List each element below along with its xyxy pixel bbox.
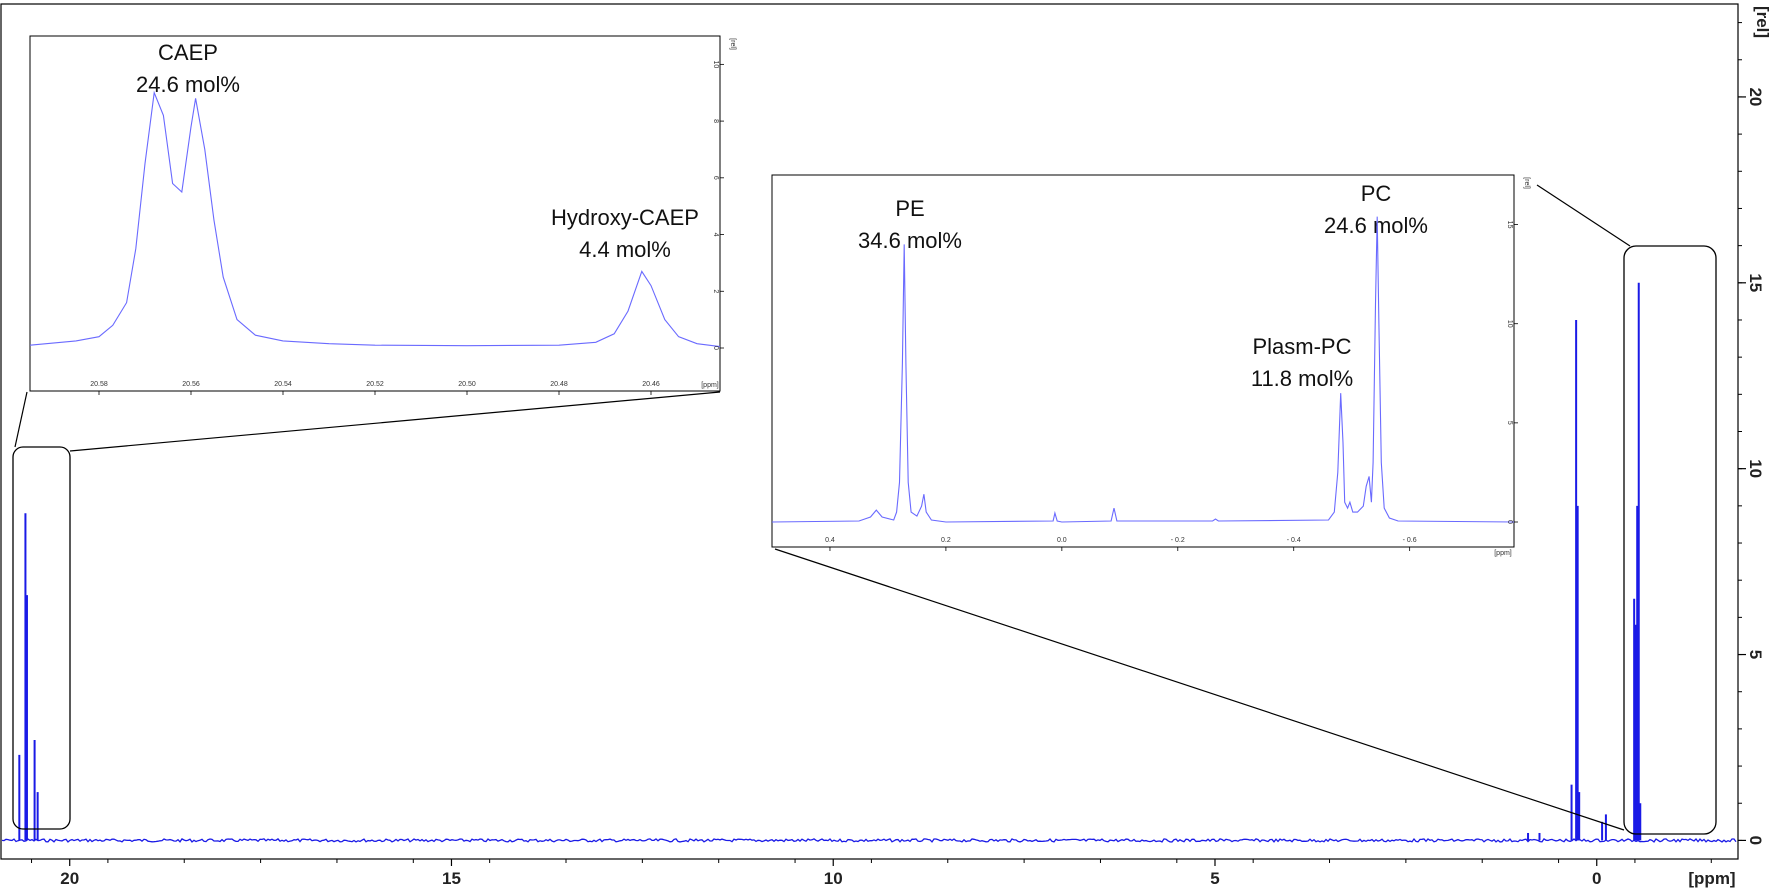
inset-pe-pc-x-tick-label: 0.4 (825, 537, 835, 544)
inset-pe-pc: [rel] [ppm] PE 34.6 mol% PC 24.6 mol% Pl… (771, 174, 1530, 557)
inset-caep-x-tick-label: 20.50 (458, 381, 476, 388)
inset-caep-y-axis-label: [rel] (729, 38, 736, 50)
inset-pe-pc-spectrum-line (771, 216, 1515, 523)
main-x-axis-label: [ppm] (1688, 869, 1735, 888)
connector-left-bottom (69, 391, 721, 452)
inset-pe-pc-y-tick-label: 5 (1506, 421, 1513, 425)
connector-left-top (14, 391, 28, 448)
inset-caep-x-tick-label: 20.52 (366, 381, 384, 388)
inset-caep-x-tick-label: 20.48 (550, 381, 568, 388)
main-x-tick-label: 20 (60, 869, 79, 888)
inset-caep-y-tick-label: 4 (712, 233, 719, 237)
inset-pe-pc-y-tick-label: 10 (1506, 320, 1513, 328)
annotation-pc-name: PC (1361, 181, 1392, 206)
inset-pe-pc-x-tick-label: - 0.2 (1171, 537, 1185, 544)
annotation-pc-mol: 24.6 mol% (1324, 213, 1428, 238)
connector-right-bottom (774, 548, 1625, 831)
annotation-plasm-pc-mol: 11.8 mol% (1251, 366, 1353, 391)
inset-caep: [rel] [ppm] CAEP 24.6 mol% Hydroxy-CAEP … (29, 35, 736, 395)
inset-caep-y-tick-label: 2 (712, 289, 719, 293)
inset-caep-y-tick-label: 8 (712, 119, 719, 123)
zoom-indicators (12, 184, 1717, 835)
annotation-pe-name: PE (895, 196, 924, 221)
annotation-pe-mol: 34.6 mol% (858, 228, 962, 253)
inset-caep-x-tick-label: 20.58 (90, 381, 108, 388)
inset-caep-y-tick-label: 6 (712, 176, 719, 180)
inset-caep-frame (29, 35, 721, 392)
connector-right-top (1536, 184, 1631, 247)
main-y-tick-label: 5 (1746, 650, 1765, 659)
inset-pe-pc-frame (771, 174, 1515, 548)
annotation-caep-name: CAEP (158, 40, 218, 65)
main-x-tick-label: 10 (824, 869, 843, 888)
inset-pe-pc-x-tick-label: 0.0 (1057, 537, 1067, 544)
zoom-box-left (12, 446, 71, 830)
main-x-tick-label: 15 (442, 869, 461, 888)
annotation-hydroxy-caep-name: Hydroxy-CAEP (551, 205, 699, 230)
inset-pe-pc-y-tick-label: 0 (1506, 520, 1513, 524)
annotation-hydroxy-caep-mol: 4.4 mol% (579, 237, 671, 262)
main-y-tick-label: 15 (1746, 273, 1765, 292)
main-x-tick-label: 0 (1592, 869, 1601, 888)
inset-pe-pc-y-tick-label: 15 (1506, 221, 1513, 229)
main-spectrum-baseline (1, 837, 1737, 843)
inset-caep-x-tick-label: 20.54 (274, 381, 292, 388)
inset-pe-pc-x-tick-label: 0.2 (941, 537, 951, 544)
inset-caep-x-tick-label: 20.46 (642, 381, 660, 388)
inset-pe-pc-y-axis-label: [rel] (1523, 177, 1530, 189)
main-y-tick-label: 20 (1746, 87, 1765, 106)
inset-pe-pc-x-axis-label: [ppm] (1494, 550, 1512, 557)
main-y-tick-label: 10 (1746, 459, 1765, 478)
inset-caep-spectrum-line (29, 90, 721, 348)
main-y-tick-label: 0 (1746, 836, 1765, 845)
inset-caep-y-tick-label: 10 (712, 60, 719, 68)
main-x-tick-label: 5 (1210, 869, 1219, 888)
annotation-caep-mol: 24.6 mol% (136, 72, 240, 97)
inset-caep-x-tick-label: 20.56 (182, 381, 200, 388)
inset-pe-pc-x-tick-label: - 0.6 (1403, 537, 1417, 544)
main-y-axis-label: [rel] (1753, 6, 1772, 38)
inset-caep-y-tick-label: 0 (712, 346, 719, 350)
inset-pe-pc-x-tick-label: - 0.4 (1287, 537, 1301, 544)
annotation-plasm-pc-name: Plasm-PC (1252, 334, 1351, 359)
inset-caep-x-axis-label: [ppm] (701, 382, 719, 389)
zoom-box-right (1623, 245, 1717, 835)
